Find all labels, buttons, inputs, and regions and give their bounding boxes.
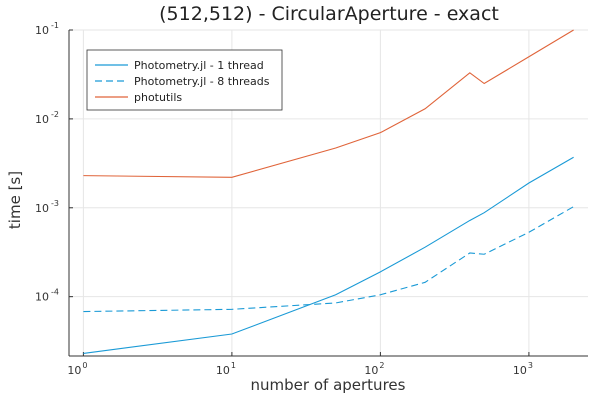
y-tick-label: 10 -1 xyxy=(35,21,59,37)
x-tick-label: 10 3 xyxy=(513,361,533,377)
x-tick-label: 10 0 xyxy=(67,361,87,377)
legend-entry: Photometry.jl - 1 thread xyxy=(134,59,264,72)
y-tick-exp: -1 xyxy=(51,21,59,30)
x-tick-exp: 2 xyxy=(379,361,384,370)
legend-box xyxy=(86,49,283,111)
legend-entry: Photometry.jl - 8 threads xyxy=(134,75,270,88)
y-tick-label: 10 -2 xyxy=(35,110,59,126)
series-line-2 xyxy=(83,206,574,313)
x-tick-exp: 1 xyxy=(231,361,236,370)
y-ticks: 10-410-310-210-1 xyxy=(35,21,73,304)
y-tick-exp: -3 xyxy=(51,199,59,208)
y-tick-label: 10 -4 xyxy=(35,288,59,304)
y-axis-label: time [s] xyxy=(6,171,24,229)
x-tick-label: 10 1 xyxy=(216,361,236,377)
series-line-3 xyxy=(83,29,574,178)
y-tick-exp: -4 xyxy=(51,288,59,297)
y-tick-base: 10 xyxy=(35,202,49,215)
series-layer xyxy=(83,29,574,354)
y-tick-label: 10 -3 xyxy=(35,199,59,215)
series-line-1 xyxy=(83,156,574,354)
chart-title: (512,512) - CircularAperture - exact xyxy=(159,3,499,25)
x-tick-exp: 3 xyxy=(528,361,533,370)
x-tick-label: 10 2 xyxy=(364,361,384,377)
x-tick-base: 10 xyxy=(67,364,81,377)
x-ticks: 10 0 10 1 10 2 10 3 xyxy=(67,352,533,377)
x-tick-base: 10 xyxy=(513,364,527,377)
x-tick-base: 10 xyxy=(364,364,378,377)
y-tick-base: 10 xyxy=(35,291,49,304)
legend-entry: photutils xyxy=(134,91,182,104)
legend: Photometry.jl - 1 thread Photometry.jl - … xyxy=(86,49,283,111)
x-axis-label: number of apertures xyxy=(251,376,406,394)
x-tick-exp: 0 xyxy=(82,361,87,370)
y-tick-exp: -2 xyxy=(51,110,59,119)
x-tick-base: 10 xyxy=(216,364,230,377)
y-tick-base: 10 xyxy=(35,113,49,126)
y-tick-base: 10 xyxy=(35,24,49,37)
